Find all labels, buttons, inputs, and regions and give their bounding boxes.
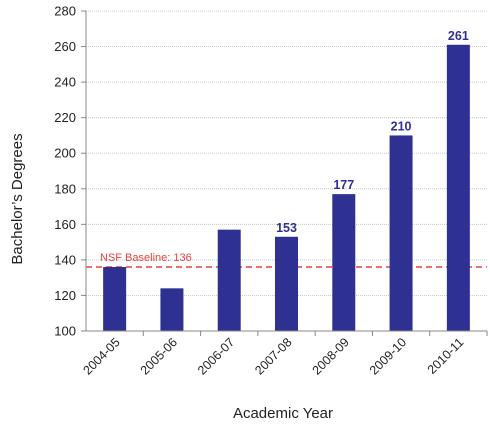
y-axis-title: Bachelor’s Degrees — [9, 133, 26, 264]
y-tick-label: 140 — [54, 252, 76, 267]
x-tick-label: 2004-05 — [80, 335, 122, 377]
y-tick-label: 100 — [54, 324, 76, 339]
x-tick-label: 2005-06 — [138, 335, 180, 377]
y-tick-label: 280 — [54, 4, 76, 19]
bars — [103, 44, 470, 332]
y-tick-label: 200 — [54, 146, 76, 161]
x-tick-label: 2010-11 — [425, 335, 467, 377]
bar — [446, 44, 470, 332]
data-label: 153 — [276, 221, 297, 235]
bar — [160, 288, 184, 331]
bar — [275, 236, 298, 331]
y-tick-label: 240 — [54, 75, 76, 90]
x-tick-label: 2009-10 — [367, 335, 409, 377]
x-axis-title: Academic Year — [233, 405, 333, 422]
y-tick-label: 260 — [54, 39, 76, 54]
x-tick-label: 2007-08 — [252, 335, 294, 377]
data-label: 261 — [448, 29, 469, 43]
data-label: 210 — [391, 119, 412, 133]
bar — [332, 194, 356, 331]
x-tick-label: 2006-07 — [195, 335, 237, 377]
bar — [103, 267, 127, 331]
baseline-label: NSF Baseline: 136 — [100, 252, 192, 264]
y-tick-label: 160 — [54, 217, 76, 232]
gridlines — [86, 10, 487, 296]
bar — [389, 135, 413, 331]
y-tick-label: 220 — [54, 110, 76, 125]
axes — [81, 10, 488, 336]
y-tick-label: 120 — [54, 288, 76, 303]
data-label: 177 — [333, 178, 354, 192]
x-tick-label: 2008-09 — [310, 335, 352, 377]
y-tick-label: 180 — [54, 181, 76, 196]
bar — [217, 229, 241, 331]
